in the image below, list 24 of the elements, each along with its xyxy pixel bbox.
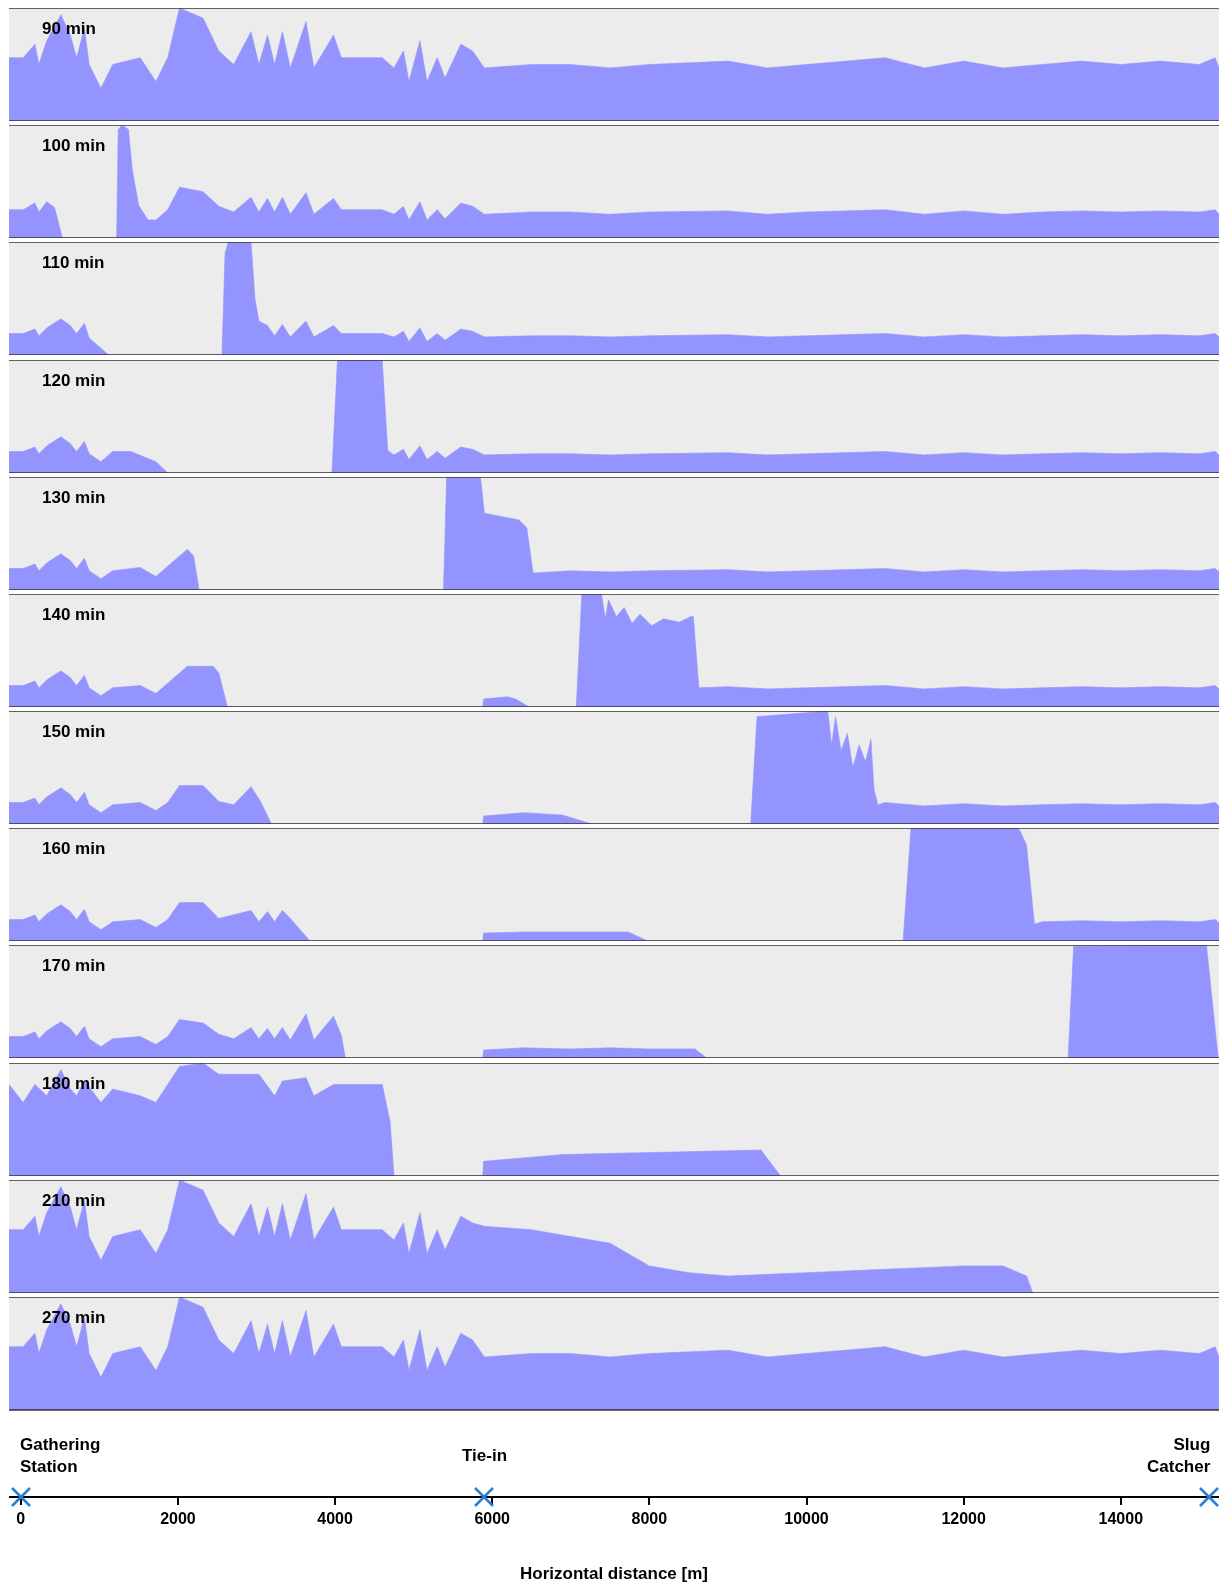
x-tick-label: 4000 bbox=[317, 1510, 353, 1528]
series-label: 90 min bbox=[42, 19, 96, 38]
text: 140 min bbox=[42, 604, 106, 624]
text: Slug Catcher bbox=[1147, 1434, 1211, 1476]
series-label: 180 min bbox=[42, 1073, 106, 1093]
text: 160 min bbox=[42, 839, 106, 859]
x-tick-label: 10000 bbox=[784, 1510, 829, 1528]
text: Tie-in bbox=[462, 1445, 508, 1465]
series-label: 210 min bbox=[42, 1190, 106, 1210]
text: Gathering Station bbox=[20, 1434, 101, 1476]
series-label: 270 min bbox=[42, 1307, 106, 1327]
x-tick-label: 2000 bbox=[160, 1510, 196, 1528]
text: 170 min bbox=[42, 956, 106, 976]
x-tick-label: 8000 bbox=[631, 1510, 668, 1528]
text: 150 min bbox=[42, 722, 106, 741]
text: 120 min bbox=[42, 370, 106, 390]
series-label: 100 min bbox=[42, 136, 106, 156]
text: 130 min bbox=[42, 487, 106, 507]
x-tick-label: 6000 bbox=[474, 1510, 511, 1528]
text: 110 min bbox=[42, 253, 105, 273]
x-tick-label: 0 bbox=[16, 1510, 26, 1528]
x-tick-label: 12000 bbox=[941, 1510, 986, 1528]
x-tick-label: 14000 bbox=[1098, 1510, 1144, 1528]
x-axis-title: Horizontal distance [m] bbox=[520, 1563, 708, 1583]
